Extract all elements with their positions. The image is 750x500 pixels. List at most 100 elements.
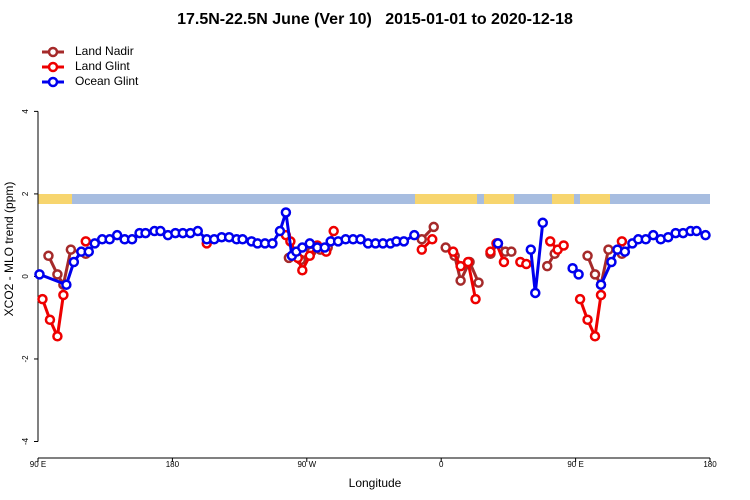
y-tick-label: 4 (21, 109, 30, 114)
y-tick-label: 2 (21, 191, 30, 196)
chart-title: 17.5N-22.5N June (Ver 10) 2015-01-01 to … (177, 11, 573, 28)
legend-label: Land Nadir (75, 44, 134, 58)
y-tick-label: -2 (21, 355, 30, 363)
point (111, 229, 123, 241)
x-tick-label: 90 E (567, 460, 583, 469)
point (274, 225, 286, 237)
y-tick-label: -4 (21, 437, 30, 445)
point (398, 236, 410, 247)
point (521, 258, 532, 270)
point (409, 229, 420, 241)
point (595, 279, 607, 290)
point (68, 256, 80, 268)
point (691, 225, 702, 237)
point (582, 250, 593, 262)
point (525, 244, 537, 255)
ocean-strip (38, 194, 710, 204)
point (44, 314, 56, 326)
point (104, 234, 115, 245)
point (567, 262, 578, 274)
point (589, 269, 601, 280)
map-strip (38, 194, 710, 204)
series (34, 207, 711, 299)
point (648, 229, 659, 241)
point (619, 246, 631, 257)
point (280, 207, 292, 218)
point (616, 236, 628, 247)
legend-marker (47, 46, 59, 58)
point (416, 234, 428, 245)
point (447, 246, 459, 257)
land-strip (415, 194, 477, 204)
point (237, 234, 248, 245)
point (89, 238, 100, 249)
point (65, 244, 77, 255)
point (662, 231, 674, 243)
legend-marker (47, 76, 59, 88)
point (589, 331, 601, 342)
point (58, 289, 69, 301)
x-tick-label: 180 (703, 460, 717, 469)
point (603, 244, 614, 255)
point (140, 227, 151, 239)
point (304, 250, 316, 262)
point (37, 293, 48, 305)
point (506, 246, 517, 257)
x-axis-label: Longitude (349, 476, 402, 490)
point (462, 256, 474, 268)
point (155, 225, 166, 237)
point (83, 246, 95, 257)
point (544, 236, 556, 247)
x-tick-label: 0 (439, 460, 444, 469)
land-strip (38, 194, 72, 204)
y-axis-label: XCO2 - MLO trend (ppm) (2, 182, 16, 317)
point (492, 238, 504, 249)
point (416, 244, 428, 255)
point (470, 293, 481, 305)
point (440, 242, 451, 253)
legend-label: Land Glint (75, 59, 130, 73)
land-strip (552, 194, 574, 204)
point (328, 225, 339, 237)
point (52, 269, 63, 280)
point (498, 256, 510, 268)
point (558, 240, 569, 251)
point (530, 287, 541, 299)
point (428, 221, 439, 233)
point (267, 238, 278, 249)
point (34, 269, 45, 280)
point (297, 242, 308, 253)
x-tick-label: 90 W (297, 460, 316, 469)
point (574, 293, 586, 305)
y-tick-label: 0 (21, 274, 30, 279)
point (485, 246, 496, 257)
point (43, 250, 54, 262)
point (126, 234, 138, 245)
x-tick-label: 90 E (30, 460, 46, 469)
point (319, 242, 330, 253)
x-tick-label: 180 (166, 460, 180, 469)
point (541, 260, 553, 272)
point (426, 234, 438, 245)
point (61, 279, 72, 290)
legend-marker (47, 61, 59, 73)
point (582, 314, 593, 326)
land-strip (484, 194, 514, 204)
point (640, 234, 652, 245)
point (573, 269, 584, 280)
point (80, 236, 92, 247)
point (537, 217, 548, 229)
point (297, 265, 308, 276)
point (304, 238, 316, 249)
land-strip (580, 194, 610, 204)
point (192, 225, 204, 237)
point (473, 277, 484, 288)
point (700, 229, 711, 241)
point (455, 260, 466, 272)
point (595, 289, 607, 301)
point (52, 331, 63, 342)
legend-label: Ocean Glint (75, 74, 139, 88)
point (355, 234, 366, 245)
point (606, 256, 617, 268)
